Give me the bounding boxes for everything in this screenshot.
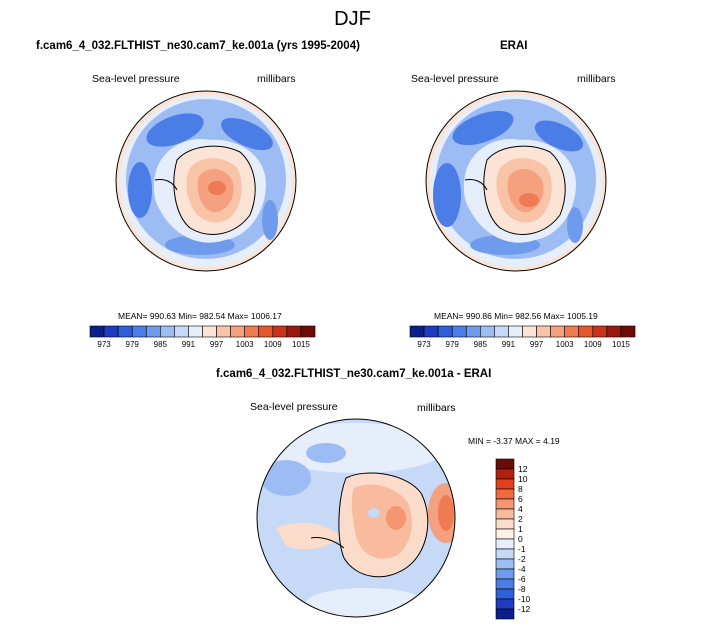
colorbar-box — [495, 458, 515, 470]
colorbar-tick-label: -8 — [518, 584, 526, 594]
obs-variable-label: Sea-level pressure — [411, 73, 499, 85]
colorbar-tick-label: 997 — [210, 340, 224, 349]
colorbar-box — [174, 325, 189, 338]
colorbar-box — [536, 325, 551, 338]
colorbar-box — [495, 488, 515, 500]
colorbar-box — [495, 508, 515, 520]
colorbar-box — [145, 325, 161, 338]
colorbar-tick-label: 991 — [502, 340, 516, 349]
colorbar-tick-label: -1 — [518, 544, 526, 554]
colorbar-tick-label: 973 — [97, 340, 111, 349]
model-polar-map — [115, 90, 297, 272]
colorbar-box — [592, 325, 608, 338]
colorbar-tick-label: 979 — [126, 340, 140, 349]
colorbar-tick-label: 985 — [474, 340, 488, 349]
model-stats: MEAN= 990.63 Min= 982.54 Max= 1006.17 — [118, 311, 282, 321]
colorbar-box — [495, 578, 515, 590]
colorbar-box — [495, 498, 515, 510]
obs-polar-map — [425, 90, 607, 272]
colorbar-tick-label: 1003 — [556, 340, 574, 349]
colorbar-box — [89, 325, 105, 338]
obs-panel-title: ERAI — [500, 40, 528, 52]
model-variable-label: Sea-level pressure — [92, 73, 180, 85]
colorbar-box — [216, 325, 231, 338]
colorbar-tick-label: 6 — [518, 494, 523, 504]
obs-stats: MEAN= 990.86 Min= 982.56 Max= 1005.19 — [434, 311, 598, 321]
colorbar-tick-label: 1009 — [584, 340, 602, 349]
colorbar-box — [131, 325, 147, 338]
colorbar-tick-label: 2 — [518, 514, 523, 524]
colorbar-box — [437, 325, 453, 338]
colorbar-box — [286, 325, 302, 338]
colorbar-box — [606, 325, 622, 338]
colorbar-tick-label: 1 — [518, 524, 523, 534]
colorbar-box — [550, 325, 565, 338]
colorbar-tick-label: 8 — [518, 484, 523, 494]
diff-stats: MIN = -3.37 MAX = 4.19 — [468, 436, 560, 446]
colorbar-box — [423, 325, 439, 338]
colorbar-box — [578, 325, 594, 338]
colorbar-box — [494, 325, 509, 338]
colorbar-box — [495, 588, 515, 600]
colorbar-box — [495, 608, 515, 620]
diff-panel-title: f.cam6_4_032.FLTHIST_ne30.cam7_ke.001a -… — [216, 368, 492, 380]
colorbar-tick-label: -6 — [518, 574, 526, 584]
diff-units-label: millibars — [417, 402, 456, 414]
colorbar-tick-label: 991 — [182, 340, 196, 349]
colorbar-box — [508, 325, 523, 338]
colorbar-box — [620, 325, 636, 338]
colorbar-box — [258, 325, 274, 338]
colorbar-tick-label: 4 — [518, 504, 523, 514]
colorbar-box — [272, 325, 288, 338]
colorbar-box — [495, 558, 515, 570]
colorbar-tick-label: -2 — [518, 554, 526, 564]
model-units-label: millibars — [257, 73, 296, 85]
colorbar-tick-label: 979 — [446, 340, 460, 349]
colorbar-tick-label: 985 — [154, 340, 168, 349]
colorbar-box — [202, 325, 217, 338]
obs-units-label: millibars — [577, 73, 616, 85]
colorbar-box — [564, 325, 580, 338]
colorbar-box — [451, 325, 467, 338]
colorbar-tick-label: 1003 — [236, 340, 254, 349]
colorbar-tick-label: 1015 — [612, 340, 630, 349]
colorbar-tick-label: -4 — [518, 564, 526, 574]
colorbar-box — [160, 325, 175, 338]
colorbar-box — [409, 325, 425, 338]
colorbar-box — [495, 538, 515, 550]
colorbar-tick-label: 10 — [518, 474, 528, 484]
colorbar-tick-label: -10 — [518, 594, 531, 604]
colorbar-box — [495, 598, 515, 610]
colorbar-tick-label: 1009 — [264, 340, 282, 349]
colorbar-tick-label: 0 — [518, 534, 523, 544]
colorbar-box — [495, 468, 515, 480]
colorbar-box — [495, 568, 515, 580]
colorbar-box — [522, 325, 537, 338]
colorbar-box — [230, 325, 245, 338]
colorbar-box — [495, 528, 515, 540]
colorbar-box — [188, 325, 203, 338]
colorbar-box — [495, 518, 515, 530]
diff-polar-map — [256, 418, 456, 618]
colorbar-box — [465, 325, 481, 338]
colorbar-box — [103, 325, 119, 338]
colorbar-box — [300, 325, 316, 338]
colorbar-box — [495, 548, 515, 560]
colorbar-tick-label: 1015 — [292, 340, 310, 349]
colorbar-box — [244, 325, 260, 338]
colorbar-box — [480, 325, 495, 338]
colorbar-tick-label: 973 — [417, 340, 431, 349]
colorbar-tick-label: -12 — [518, 604, 531, 614]
colorbar-tick-label: 12 — [518, 464, 528, 474]
colorbar-tick-label: 997 — [530, 340, 544, 349]
diff-variable-label: Sea-level pressure — [250, 401, 338, 413]
colorbar-box — [495, 478, 515, 490]
figure-title: DJF — [334, 8, 371, 30]
obs-colorbar: 973 979 985 991 997 1003 1009 1015 — [409, 325, 636, 349]
colorbar-box — [117, 325, 133, 338]
model-colorbar: 973 979 985 991 997 1003 1009 1015 — [89, 325, 316, 349]
model-panel-title: f.cam6_4_032.FLTHIST_ne30.cam7_ke.001a (… — [36, 40, 360, 52]
